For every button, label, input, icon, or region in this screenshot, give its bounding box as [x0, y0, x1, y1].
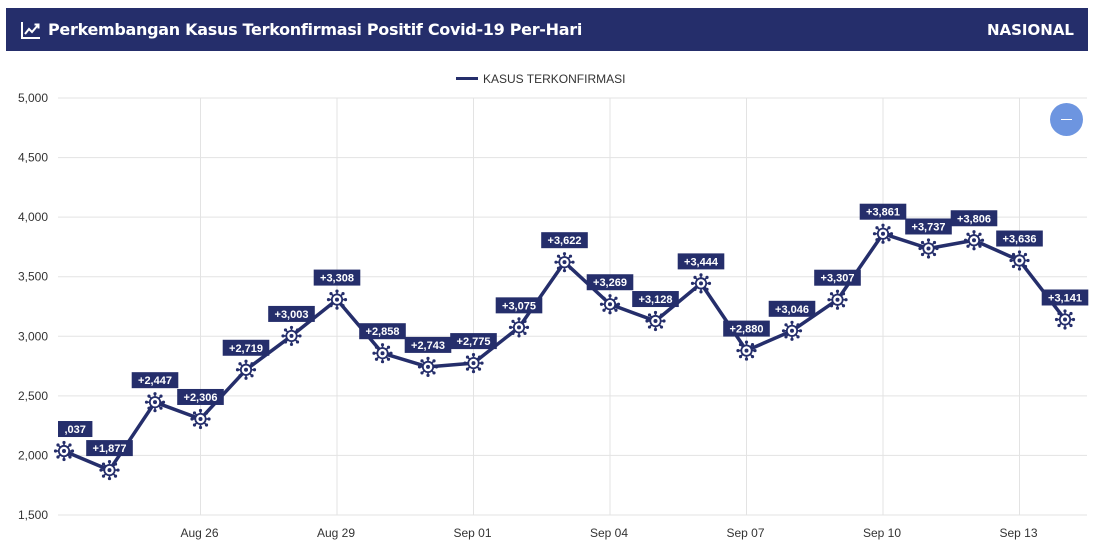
- data-label: +3,444: [684, 256, 719, 268]
- data-label-box: [177, 388, 224, 405]
- data-label-box: [541, 232, 588, 249]
- data-label: +1,877: [93, 443, 127, 455]
- virus-icon: [1009, 250, 1030, 271]
- x-tick-label: Sep 07: [726, 526, 764, 540]
- virus-icon: [781, 320, 803, 341]
- data-label-box: [450, 333, 497, 350]
- y-tick-label: 4,000: [18, 210, 48, 224]
- legend-label: KASUS TERKONFIRMASI: [483, 72, 625, 86]
- data-label: ,037: [64, 424, 85, 436]
- y-tick-label: 3,500: [18, 270, 48, 284]
- data-label-box: [58, 421, 93, 438]
- data-label-box: [677, 253, 725, 270]
- virus-icon: [372, 343, 393, 364]
- virus-icon: [554, 252, 575, 273]
- y-tick-label: 4,500: [18, 151, 48, 165]
- virus-icon: [463, 352, 484, 374]
- x-tick-label: Aug 26: [180, 526, 218, 540]
- data-label: +3,075: [502, 300, 536, 312]
- virus-icon: [235, 359, 257, 380]
- data-label: +2,719: [229, 343, 263, 355]
- y-tick-label: 2,000: [18, 448, 48, 462]
- data-label: +2,447: [138, 375, 172, 387]
- data-label: +2,743: [411, 340, 445, 352]
- y-tick-label: 1,500: [18, 508, 48, 522]
- y-tick-label: 2,500: [18, 389, 48, 403]
- virus-icon: [508, 317, 530, 338]
- header-left: Perkembangan Kasus Terkonfirmasi Positif…: [20, 19, 582, 41]
- data-label-box: [313, 269, 361, 286]
- data-label: +3,861: [866, 207, 900, 219]
- virus-icon: [53, 440, 75, 462]
- y-tick-label: 3,000: [18, 329, 48, 343]
- x-tick-label: Sep 10: [863, 526, 901, 540]
- data-label-box: [495, 297, 543, 314]
- x-tick-label: Sep 01: [453, 526, 491, 540]
- data-label-box: [632, 291, 679, 308]
- data-label: +3,636: [1003, 234, 1037, 246]
- virus-icon: [963, 230, 985, 251]
- virus-icon: [99, 459, 120, 481]
- data-label-box: [359, 323, 406, 340]
- data-label-box: [1041, 289, 1089, 306]
- data-label: +2,880: [730, 324, 764, 336]
- data-label-box: [768, 300, 816, 317]
- line-chart-icon: [20, 19, 42, 41]
- data-label-box: [950, 210, 998, 227]
- y-tick-label: 5,000: [18, 91, 48, 105]
- data-label: +3,307: [821, 273, 855, 285]
- virus-icon: [645, 310, 666, 332]
- data-label: +3,128: [639, 294, 673, 306]
- x-tick-label: Aug 29: [317, 526, 355, 540]
- legend-swatch: [456, 77, 478, 80]
- virus-icon: [1054, 309, 1076, 330]
- virus-icon: [144, 392, 166, 413]
- virus-icon: [190, 408, 211, 430]
- data-label: +2,775: [457, 336, 491, 348]
- data-label-box: [814, 269, 861, 286]
- data-label: +3,141: [1048, 292, 1082, 304]
- data-label: +2,858: [366, 326, 400, 338]
- virus-icon: [872, 223, 894, 244]
- line-chart: 1,500 2,000 2,500 3,000 3,500 4,000 4,500 5,000…: [18, 72, 1089, 540]
- data-label: +3,806: [957, 213, 991, 225]
- data-label-box: [723, 320, 770, 337]
- data-label: +3,622: [548, 235, 582, 247]
- virus-icon: [326, 289, 348, 310]
- virus-icon: [599, 294, 621, 315]
- data-label-box: [996, 230, 1043, 247]
- data-label-box: [905, 218, 952, 235]
- data-label: +3,737: [912, 221, 946, 233]
- virus-icon: [690, 273, 712, 294]
- chart-header: Perkembangan Kasus Terkonfirmasi Positif…: [6, 8, 1088, 51]
- virus-icon: [281, 325, 302, 347]
- data-label-box: [859, 203, 907, 220]
- data-label-box: [404, 336, 452, 353]
- data-label: +3,046: [775, 304, 809, 316]
- data-label-box: [586, 274, 634, 291]
- virus-icon: [417, 356, 439, 378]
- data-label-box: [222, 339, 270, 356]
- virus-icon: [827, 289, 848, 310]
- data-label-box: [86, 440, 133, 457]
- data-label: +3,003: [275, 309, 309, 321]
- data-label: +3,269: [593, 277, 627, 289]
- data-label-box: [268, 305, 315, 322]
- minus-icon[interactable]: [1050, 103, 1083, 136]
- x-tick-label: Sep 04: [590, 526, 628, 540]
- data-label: +2,306: [184, 392, 218, 404]
- virus-icon: [736, 340, 757, 361]
- chart-title: Perkembangan Kasus Terkonfirmasi Positif…: [48, 20, 583, 39]
- scope-label: NASIONAL: [986, 20, 1074, 39]
- data-label-box: [131, 372, 179, 389]
- virus-icon: [918, 238, 939, 259]
- data-label: +3,308: [320, 273, 354, 285]
- x-tick-label: Sep 13: [999, 526, 1037, 540]
